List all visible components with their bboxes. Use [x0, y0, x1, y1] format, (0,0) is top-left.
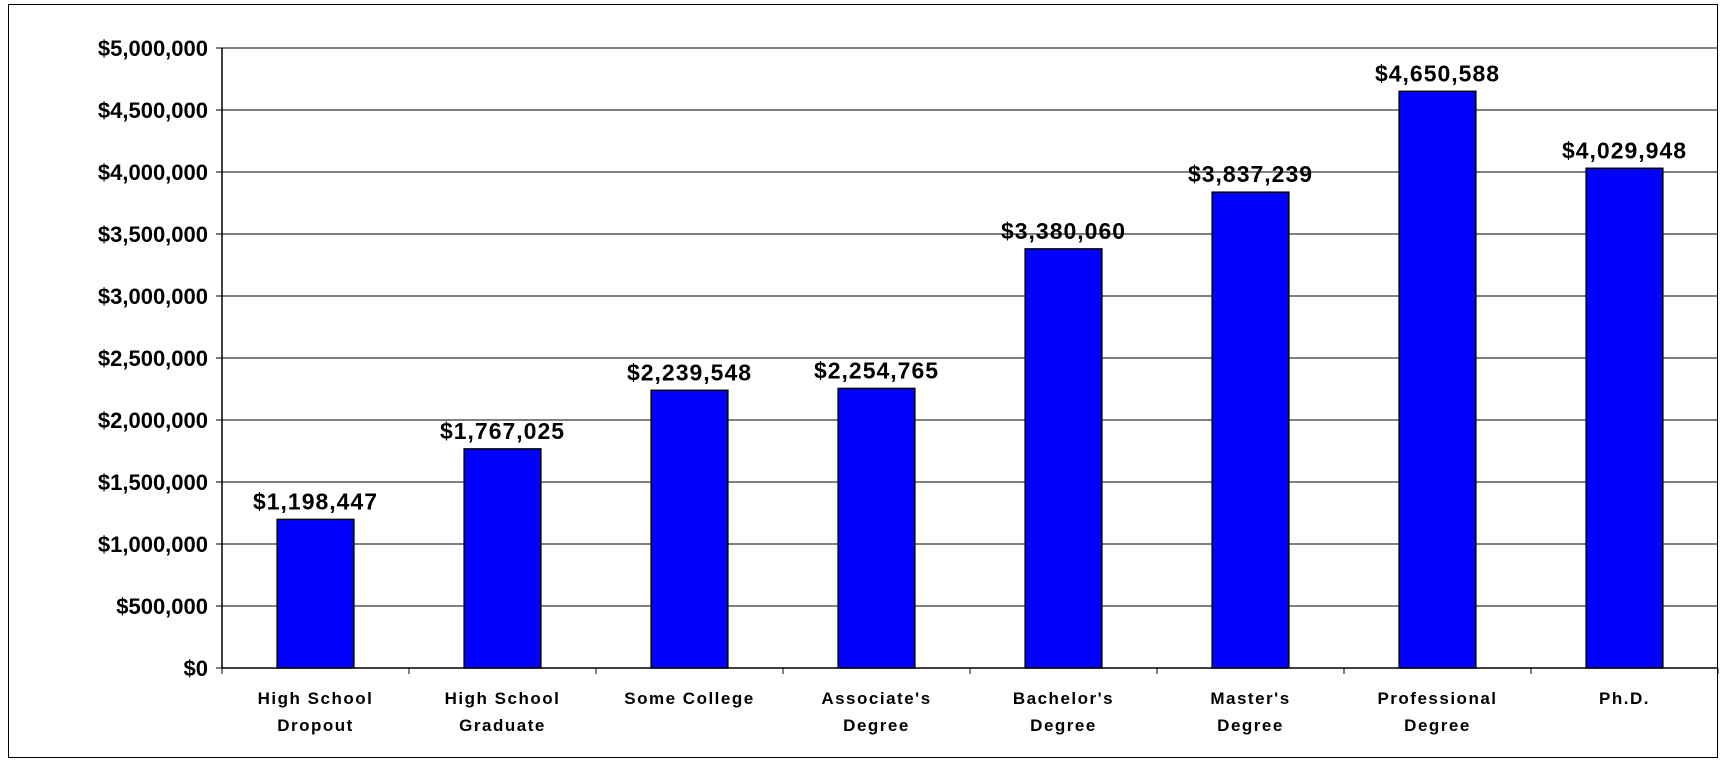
- y-axis-tick-labels: $0 $500,000 $1,000,000 $1,500,000 $2,000,000…: [98, 36, 208, 681]
- x-category-label: Degree: [1030, 716, 1097, 735]
- bar: [650, 389, 729, 669]
- y-tick-label: $5,000,000: [98, 36, 208, 61]
- x-category-label: Associate's: [821, 689, 931, 708]
- data-label: $3,380,060: [1001, 218, 1126, 244]
- x-category-label: Ph.D.: [1599, 689, 1650, 708]
- y-tick-label: $1,000,000: [98, 532, 208, 557]
- bar: [1398, 90, 1477, 669]
- x-category-label: High School: [445, 689, 561, 708]
- y-tick-label: $3,000,000: [98, 284, 208, 309]
- data-label: $2,254,765: [814, 357, 939, 383]
- data-label: $1,767,025: [440, 418, 565, 444]
- y-tick-label: $1,500,000: [98, 470, 208, 495]
- y-tick-label: $500,000: [116, 594, 208, 619]
- x-axis-category-labels: High School Dropout High School Graduate Som…: [258, 689, 1650, 735]
- data-label: $4,650,588: [1375, 60, 1500, 86]
- y-tick-label: $4,000,000: [98, 160, 208, 185]
- data-label: $4,029,948: [1562, 137, 1687, 163]
- bar: [463, 448, 542, 669]
- y-tick-label: $2,000,000: [98, 408, 208, 433]
- y-tick-label: $0: [184, 656, 208, 681]
- y-tick-label: $3,500,000: [98, 222, 208, 247]
- bar: [1211, 191, 1290, 669]
- y-tick-label: $2,500,000: [98, 346, 208, 371]
- data-labels: $1,198,447 $1,767,025 $2,239,548 $2,254,765…: [253, 60, 1687, 514]
- bar: [1585, 167, 1664, 669]
- y-tick-label: $4,500,000: [98, 98, 208, 123]
- x-category-label: Graduate: [459, 716, 546, 735]
- x-category-label: Degree: [1217, 716, 1284, 735]
- x-category-label: Professional: [1377, 689, 1497, 708]
- data-label: $2,239,548: [627, 359, 752, 385]
- x-category-label: Dropout: [277, 716, 354, 735]
- bar: [837, 387, 916, 669]
- bar: [1024, 248, 1103, 669]
- x-category-label: Degree: [1404, 716, 1471, 735]
- x-category-label: High School: [258, 689, 374, 708]
- data-label: $3,837,239: [1188, 161, 1313, 187]
- grid-lines: [222, 47, 1718, 607]
- x-category-label: Master's: [1210, 689, 1290, 708]
- axes: [216, 47, 1719, 674]
- x-category-label: Degree: [843, 716, 910, 735]
- data-label: $1,198,447: [253, 488, 378, 514]
- bars: [276, 90, 1664, 669]
- x-category-label: Bachelor's: [1013, 689, 1114, 708]
- x-category-label: Some College: [624, 689, 754, 708]
- bar: [276, 518, 355, 669]
